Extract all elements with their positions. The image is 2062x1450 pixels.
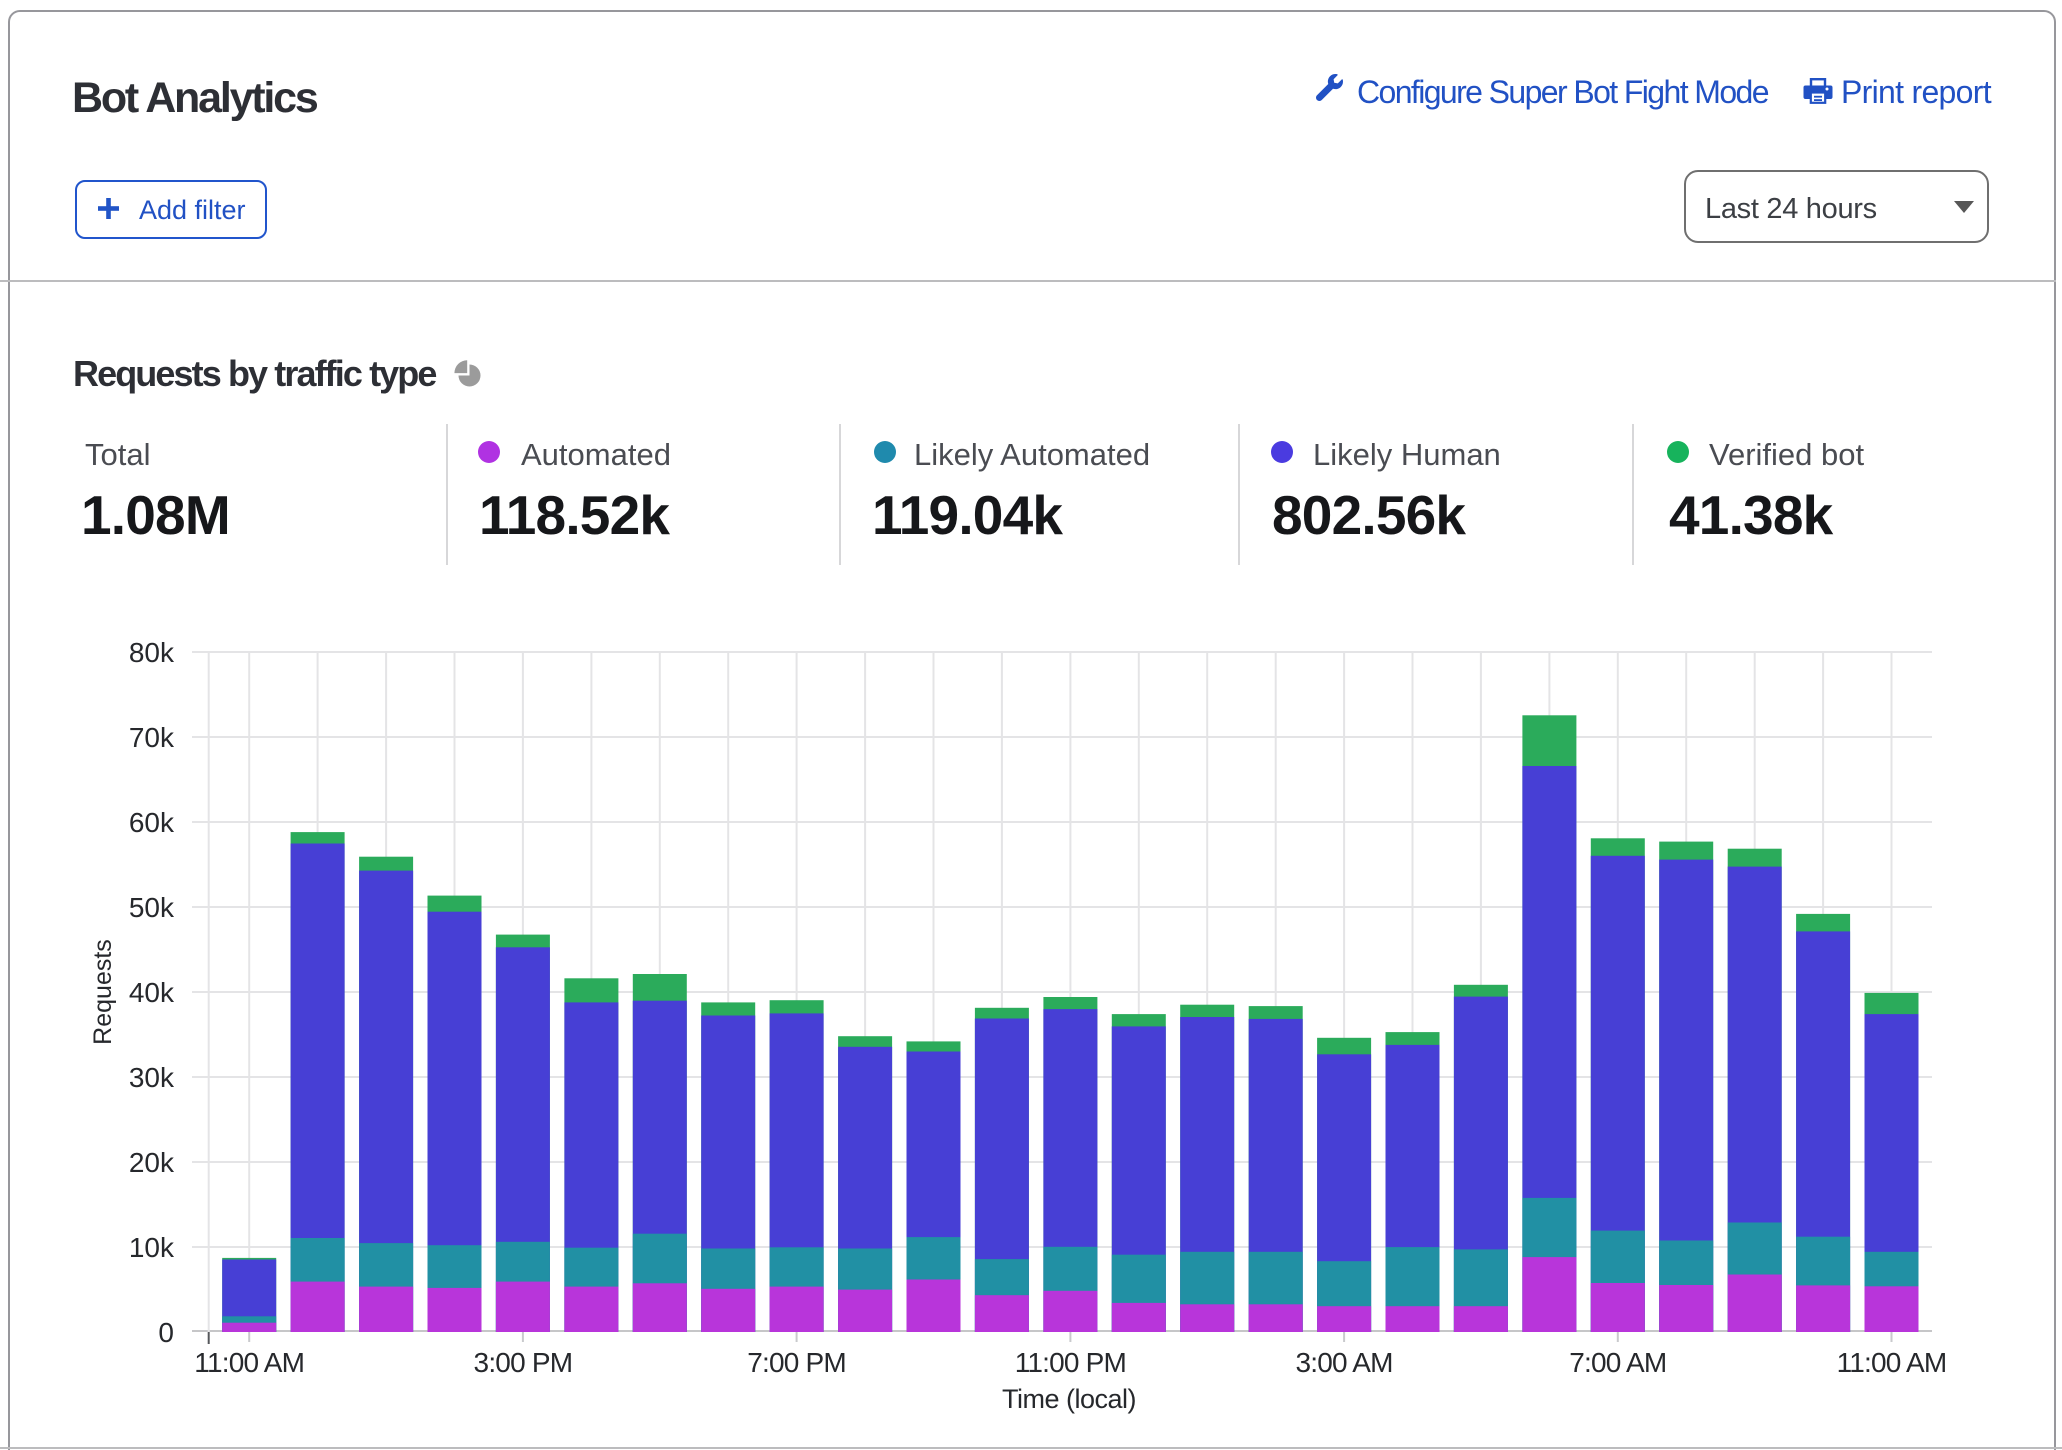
svg-text:70k: 70k	[129, 722, 175, 753]
svg-text:20k: 20k	[129, 1147, 175, 1178]
svg-text:11:00 PM: 11:00 PM	[1015, 1347, 1126, 1378]
svg-text:7:00 PM: 7:00 PM	[747, 1347, 846, 1378]
svg-text:30k: 30k	[129, 1062, 175, 1093]
svg-text:60k: 60k	[129, 807, 175, 838]
svg-text:Time (local): Time (local)	[1002, 1384, 1136, 1414]
svg-text:0: 0	[158, 1317, 174, 1348]
svg-text:3:00 PM: 3:00 PM	[474, 1347, 573, 1378]
svg-text:10k: 10k	[129, 1232, 175, 1263]
svg-text:50k: 50k	[129, 892, 175, 923]
svg-text:11:00 AM: 11:00 AM	[194, 1347, 304, 1378]
svg-text:Requests: Requests	[89, 939, 117, 1045]
svg-text:7:00 AM: 7:00 AM	[1569, 1347, 1666, 1378]
svg-text:11:00 AM: 11:00 AM	[1837, 1347, 1947, 1378]
svg-text:3:00 AM: 3:00 AM	[1296, 1347, 1393, 1378]
svg-text:40k: 40k	[129, 977, 175, 1008]
svg-text:80k: 80k	[129, 637, 175, 668]
